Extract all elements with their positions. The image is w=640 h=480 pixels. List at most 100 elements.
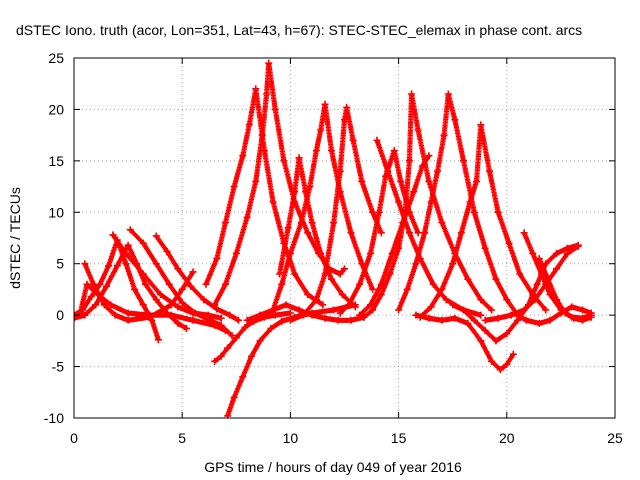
data-point — [189, 268, 197, 276]
data-point — [438, 316, 446, 324]
data-point — [224, 344, 232, 352]
data-point — [542, 306, 550, 314]
data-point — [334, 316, 342, 324]
data-point — [466, 198, 474, 206]
data-point — [345, 301, 353, 309]
series-arc-14 — [286, 103, 385, 324]
data-point — [377, 291, 385, 299]
tick-layer: 0 5 10 15 20 25 -10 -5 0 5 10 15 20 25 — [44, 50, 623, 446]
data-point — [111, 311, 119, 319]
data-point — [520, 306, 528, 314]
data-point — [397, 177, 405, 185]
data-point — [421, 229, 429, 237]
data-point — [414, 126, 422, 134]
data-point — [174, 319, 182, 327]
data-point — [341, 116, 348, 124]
data-point — [470, 316, 478, 324]
data-point — [286, 316, 294, 324]
data-point — [481, 244, 489, 252]
data-point — [377, 280, 385, 288]
data-point — [503, 330, 511, 338]
data-point — [412, 260, 420, 268]
data-point — [304, 291, 312, 299]
data-point — [278, 280, 286, 288]
data-point — [83, 280, 91, 288]
data-point — [531, 296, 539, 304]
data-point — [243, 213, 251, 221]
data-point — [217, 352, 225, 360]
data-point — [395, 244, 403, 252]
x-tick-label: 15 — [391, 430, 407, 446]
data-point — [477, 337, 485, 345]
data-point — [74, 314, 78, 322]
data-point — [570, 314, 578, 322]
data-point — [87, 293, 95, 301]
data-point — [358, 177, 366, 185]
data-point — [328, 275, 336, 283]
data-point — [509, 309, 517, 317]
data-point — [425, 177, 433, 185]
data-point — [191, 309, 199, 317]
data-point — [286, 249, 294, 257]
data-point — [317, 126, 325, 134]
data-point — [349, 136, 357, 144]
data-point — [418, 162, 426, 170]
data-point — [297, 219, 305, 227]
data-point — [434, 167, 442, 175]
data-point — [239, 152, 247, 160]
data-point — [146, 311, 154, 319]
data-point — [263, 90, 271, 98]
data-point — [278, 317, 286, 325]
chart-title: dSTEC Iono. truth (acor, Lon=351, Lat=43… — [16, 22, 582, 38]
data-point — [165, 280, 173, 288]
x-tick-label: 20 — [499, 430, 515, 446]
data-point — [241, 323, 249, 331]
x-tick-label: 5 — [178, 430, 186, 446]
data-point — [481, 316, 489, 324]
x-axis-label: GPS time / hours of day 049 of year 2016 — [204, 459, 462, 475]
series-arc-12 — [276, 154, 359, 311]
data-point — [183, 325, 191, 333]
series-arc-07 — [152, 232, 242, 324]
data-point — [256, 337, 264, 345]
data-point — [544, 275, 552, 283]
y-tick-label: 0 — [56, 307, 64, 323]
series-arc-06 — [126, 226, 236, 340]
data-point — [105, 262, 113, 270]
data-point — [187, 282, 195, 290]
data-layer — [74, 59, 595, 418]
data-point — [390, 147, 398, 155]
data-point — [228, 332, 236, 340]
data-point — [321, 270, 329, 278]
data-point — [477, 311, 485, 319]
data-point — [425, 152, 433, 160]
data-point — [542, 260, 550, 268]
data-point — [330, 219, 338, 227]
data-point — [546, 291, 554, 299]
data-point — [553, 249, 561, 257]
data-point — [488, 357, 496, 365]
data-point — [563, 249, 571, 257]
data-point — [529, 249, 537, 257]
data-point — [561, 309, 569, 317]
data-point — [100, 301, 108, 309]
data-point — [373, 136, 381, 144]
data-point — [553, 265, 561, 273]
data-point — [282, 301, 290, 309]
data-point — [124, 316, 132, 324]
data-point — [470, 208, 478, 216]
data-point — [252, 177, 260, 185]
data-point — [76, 308, 84, 316]
data-point — [377, 229, 385, 237]
data-point — [347, 229, 355, 237]
data-point — [535, 255, 543, 263]
data-point — [382, 172, 390, 180]
data-point — [395, 306, 403, 314]
data-point — [496, 366, 504, 374]
data-point — [427, 198, 435, 206]
data-point — [239, 373, 247, 381]
data-point — [356, 280, 364, 288]
data-point — [157, 291, 165, 299]
